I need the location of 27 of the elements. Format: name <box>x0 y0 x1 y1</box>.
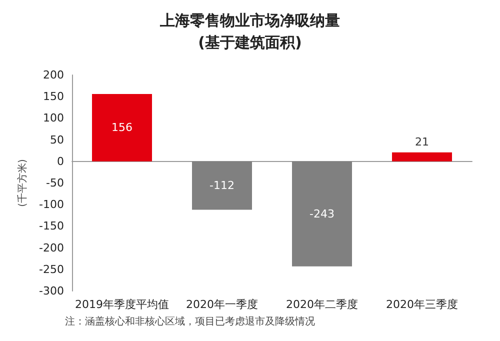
bar <box>192 161 252 210</box>
y-tick-label: 100 <box>43 112 64 125</box>
y-tick-label: -50 <box>46 176 64 190</box>
data-label: 156 <box>112 121 132 134</box>
y-tick-label: -150 <box>39 220 64 233</box>
y-tick-label: 50 <box>50 133 64 146</box>
y-tick-label: 0 <box>57 154 64 168</box>
x-tick-label: 2020年一季度 <box>186 298 258 311</box>
bar <box>292 161 352 266</box>
data-label: -112 <box>210 179 234 192</box>
bar <box>392 152 452 162</box>
data-label: 21 <box>415 135 429 148</box>
y-tick-label: -300 <box>39 284 64 298</box>
bar <box>92 94 152 162</box>
x-tick-label: 2019年季度平均值 <box>75 298 169 311</box>
text: 注：涵盖核心和非核心区域，项目已考虑退市及降级情况 <box>65 316 315 328</box>
data-label: -243 <box>310 207 334 220</box>
y-tick-label: 150 <box>43 90 64 104</box>
y-tick-label: 200 <box>43 68 64 82</box>
y-tick-label: -250 <box>39 262 64 276</box>
x-tick-label: 2020年三季度 <box>386 298 458 311</box>
y-tick-label: -200 <box>39 241 64 254</box>
chart-subtitle: (基于建筑面积) <box>198 34 302 52</box>
chart-title: 上海零售物业市场净吸纳量 <box>159 12 340 30</box>
y-tick-label: -100 <box>39 198 64 212</box>
y-axis-title: (千平方米) <box>16 159 29 207</box>
x-tick-label: 2020年二季度 <box>286 298 358 311</box>
